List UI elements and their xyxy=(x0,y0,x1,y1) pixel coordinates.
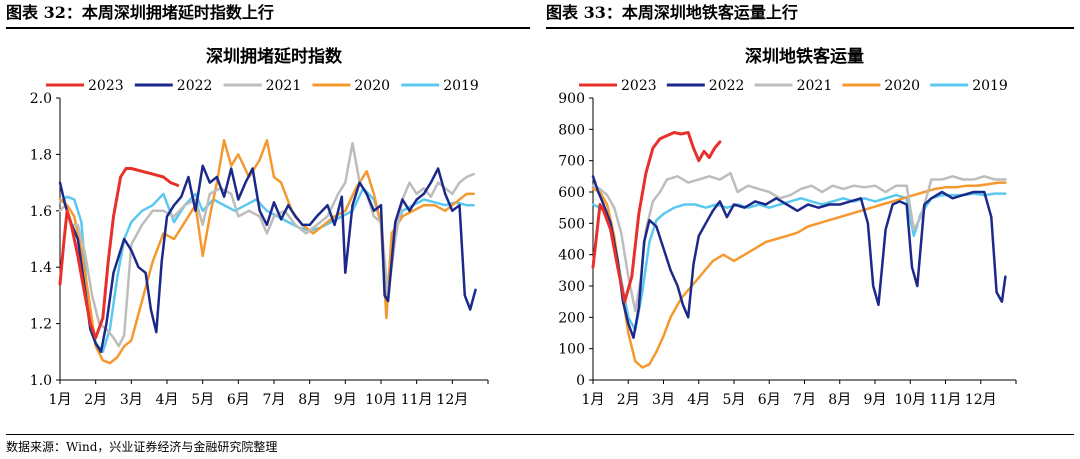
x-tick-label: 8月 xyxy=(298,392,321,408)
y-tick-label: 2.0 xyxy=(30,91,52,107)
x-tick-label: 4月 xyxy=(687,392,710,408)
series-line-2022 xyxy=(591,175,1007,339)
x-tick-label: 2月 xyxy=(84,392,107,408)
x-tick-label: 3月 xyxy=(652,392,675,408)
series-line-2023 xyxy=(591,131,722,304)
x-tick-label: 12月 xyxy=(965,392,997,408)
x-tick-label: 2月 xyxy=(617,392,640,408)
source-note: 数据来源：Wind，兴业证券经济与金融研究院整理 xyxy=(6,440,278,454)
chart-header-left: 图表 32：本周深圳拥堵延时指数上行 xyxy=(6,3,274,22)
legend-label-2019: 2019 xyxy=(443,78,479,94)
y-tick-label: 1.0 xyxy=(30,373,52,389)
y-tick-label: 700 xyxy=(558,154,585,170)
legend-label-2020: 2020 xyxy=(354,78,390,94)
x-tick-label: 4月 xyxy=(156,392,179,408)
y-tick-label: 1.4 xyxy=(30,260,52,276)
x-tick-label: 8月 xyxy=(828,392,851,408)
x-tick-label: 1月 xyxy=(49,392,72,408)
chart-header-right: 图表 33：本周深圳地铁客运量上行 xyxy=(546,3,798,22)
header-rule-left xyxy=(6,27,530,29)
legend-label-2021: 2021 xyxy=(797,78,833,94)
x-tick-label: 6月 xyxy=(758,392,781,408)
y-tick-label: 1.6 xyxy=(30,204,52,220)
legend-label-2022: 2022 xyxy=(177,78,213,94)
y-tick-label: 300 xyxy=(558,279,585,295)
x-tick-label: 5月 xyxy=(723,392,746,408)
x-tick-label: 9月 xyxy=(864,392,887,408)
series-line-2020 xyxy=(591,181,1007,369)
legend-label-2021: 2021 xyxy=(266,78,302,94)
x-tick-label: 6月 xyxy=(227,392,250,408)
series-line-2019 xyxy=(591,192,1007,332)
legend-label-2019: 2019 xyxy=(972,78,1008,94)
x-tick-label: 3月 xyxy=(120,392,143,408)
legend-label-2022: 2022 xyxy=(709,78,745,94)
legend-label-2023: 2023 xyxy=(88,78,124,94)
x-tick-label: 5月 xyxy=(191,392,214,408)
x-tick-label: 10月 xyxy=(894,392,926,408)
x-tick-label: 12月 xyxy=(436,392,468,408)
y-tick-label: 100 xyxy=(558,342,585,358)
y-tick-label: 400 xyxy=(558,248,585,264)
y-tick-label: 500 xyxy=(558,216,585,232)
y-tick-label: 200 xyxy=(558,310,585,326)
y-tick-label: 900 xyxy=(558,91,585,107)
x-tick-label: 7月 xyxy=(263,392,286,408)
y-tick-label: 1.8 xyxy=(30,147,52,163)
y-tick-label: 1.2 xyxy=(30,317,52,333)
chart-title: 深圳地铁客运量 xyxy=(745,46,864,67)
metro-ridership-chart: 深圳地铁客运量 2023 2022 2021 2020 2019 0 100 200 300 400… xyxy=(558,46,1017,408)
series-line-2022 xyxy=(58,164,477,354)
chart-title: 深圳拥堵延时指数 xyxy=(206,46,343,67)
series-line-2023 xyxy=(58,167,180,340)
footer-rule xyxy=(6,434,1074,435)
x-tick-label: 9月 xyxy=(334,392,357,408)
x-tick-label: 10月 xyxy=(365,392,397,408)
x-tick-label: 1月 xyxy=(582,392,605,408)
x-tick-label: 11月 xyxy=(401,392,433,408)
congestion-index-chart: 深圳拥堵延时指数 2023 2022 2021 2020 2019 1.0 1.2 1.4 1.6… xyxy=(30,46,489,408)
y-tick-label: 600 xyxy=(558,185,585,201)
legend-label-2023: 2023 xyxy=(621,78,657,94)
x-tick-label: 11月 xyxy=(930,392,962,408)
header-rule-right xyxy=(546,27,1074,29)
series-line-2021 xyxy=(58,141,475,348)
legend-label-2020: 2020 xyxy=(884,78,920,94)
y-tick-label: 0 xyxy=(576,373,585,389)
x-tick-label: 7月 xyxy=(793,392,816,408)
y-tick-label: 800 xyxy=(558,122,585,138)
